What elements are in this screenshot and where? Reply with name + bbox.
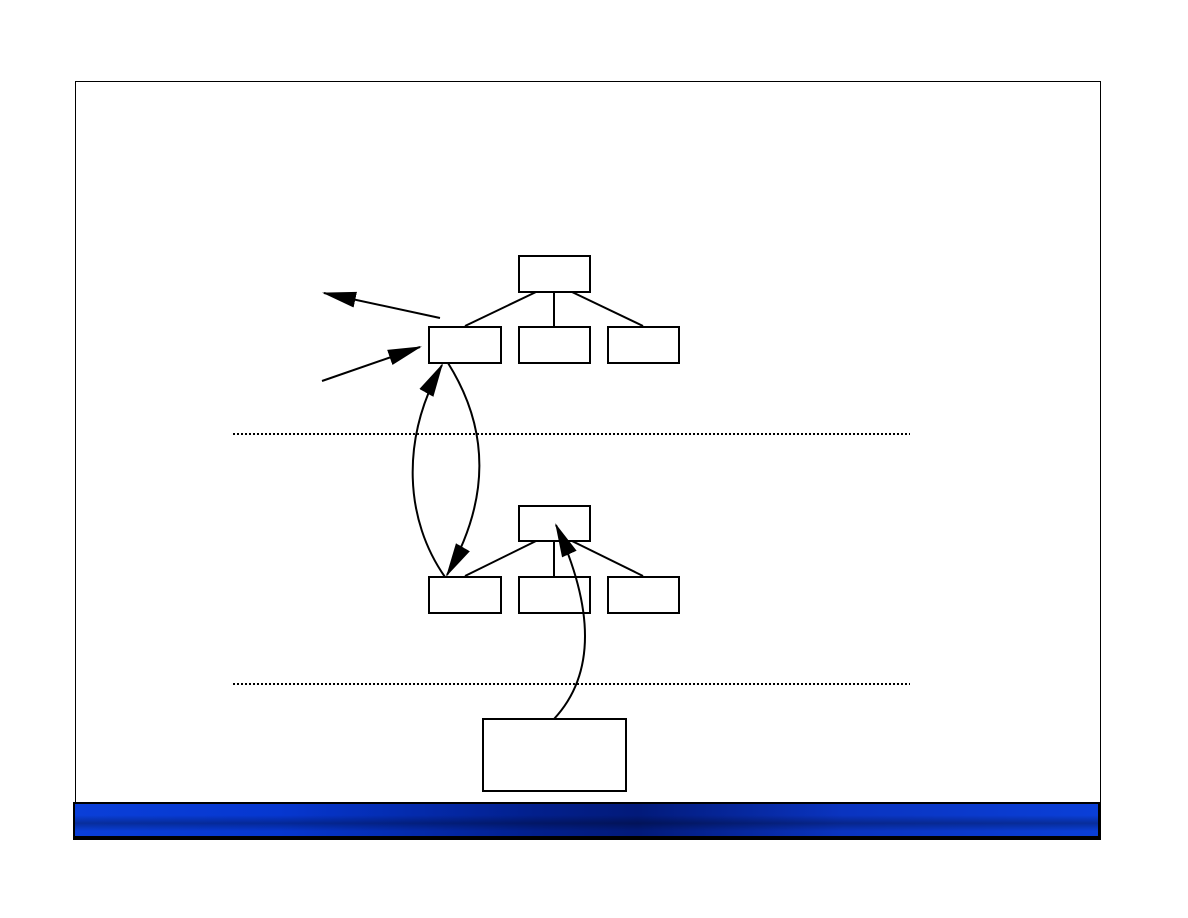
lower-connector-right: [571, 540, 644, 577]
lower-connector-left: [464, 540, 537, 577]
bottom-box: [482, 718, 627, 792]
separators: [233, 433, 910, 685]
external-arrows: [321, 291, 441, 382]
incoming-arrow: [321, 346, 422, 382]
curved-arrows: [411, 362, 586, 720]
upper-connector-left: [464, 291, 537, 327]
curved-arrow-from-bottom-box: [553, 523, 586, 720]
lower-child-box-3: [607, 576, 680, 614]
upper-child-box-1: [428, 326, 502, 364]
outgoing-arrow: [322, 291, 441, 319]
lower-child-box-1: [428, 576, 502, 614]
upper-tree: [428, 255, 680, 364]
upper-connector-right: [571, 291, 644, 327]
lower-tree: [428, 505, 680, 614]
slide-frame: [75, 81, 1101, 803]
curved-arrow-up: [411, 363, 446, 578]
upper-tree-connectors: [464, 291, 644, 327]
lower-root-box: [518, 505, 591, 542]
curved-arrow-down: [446, 362, 481, 577]
upper-child-box-3: [607, 326, 680, 364]
upper-root-box: [518, 255, 591, 293]
footer-bar: [73, 802, 1101, 840]
upper-child-box-2: [518, 326, 591, 364]
lower-tree-connectors: [464, 540, 644, 577]
